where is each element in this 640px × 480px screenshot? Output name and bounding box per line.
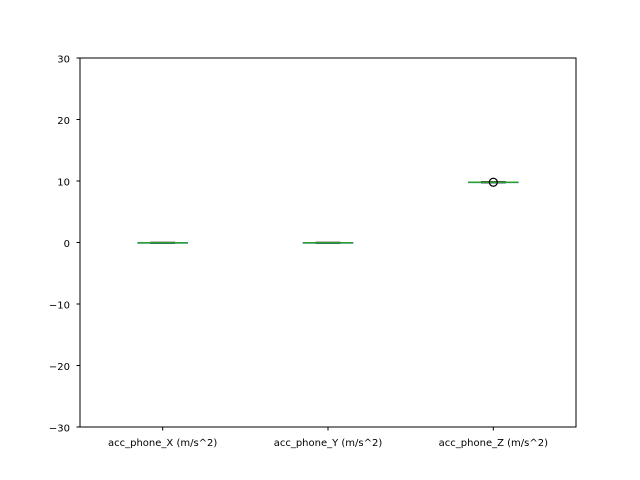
y-axis: −30 −20 −10 0 10 20 30 (49, 55, 80, 435)
box-2 (302, 241, 354, 244)
data-marks (137, 177, 519, 244)
y-tick-label: −30 (49, 424, 70, 435)
y-tick-label: 0 (64, 239, 70, 250)
y-tick-label: 30 (57, 55, 70, 66)
y-tick-label: 20 (57, 116, 70, 127)
x-tick-label: acc_phone_X (m/s^2) (108, 438, 217, 449)
plot-frame (79, 57, 577, 428)
x-tick-label: acc_phone_Y (m/s^2) (274, 438, 383, 449)
box-3 (468, 177, 519, 187)
y-tick-label: −10 (49, 301, 70, 312)
outlier-point (488, 177, 498, 187)
x-tick-label: acc_phone_Z (m/s^2) (439, 438, 548, 449)
x-axis: acc_phone_X (m/s^2) acc_phone_Y (m/s^2) ac… (108, 427, 548, 449)
y-tick-label: −20 (49, 362, 70, 373)
y-tick-label: 10 (57, 178, 70, 189)
box-1 (137, 241, 188, 244)
